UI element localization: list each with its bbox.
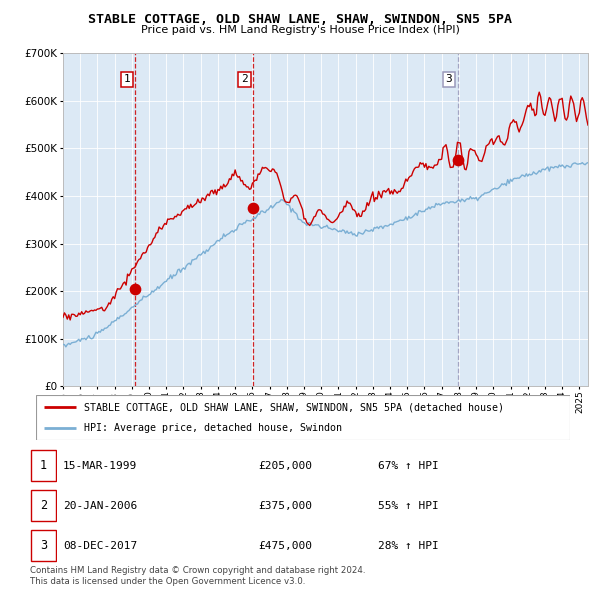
Text: STABLE COTTAGE, OLD SHAW LANE, SHAW, SWINDON, SN5 5PA (detached house): STABLE COTTAGE, OLD SHAW LANE, SHAW, SWI…	[84, 402, 504, 412]
Point	[453, 156, 463, 165]
Text: £205,000: £205,000	[258, 461, 312, 470]
Text: 3: 3	[446, 74, 452, 84]
Text: 3: 3	[40, 539, 47, 552]
Text: 1: 1	[124, 74, 130, 84]
Text: £375,000: £375,000	[258, 501, 312, 510]
Text: 15-MAR-1999: 15-MAR-1999	[63, 461, 137, 470]
Text: 55% ↑ HPI: 55% ↑ HPI	[378, 501, 439, 510]
Text: 20-JAN-2006: 20-JAN-2006	[63, 501, 137, 510]
Point	[131, 284, 140, 294]
Text: 2: 2	[40, 499, 47, 512]
Text: Contains HM Land Registry data © Crown copyright and database right 2024.: Contains HM Land Registry data © Crown c…	[30, 566, 365, 575]
Text: 28% ↑ HPI: 28% ↑ HPI	[378, 541, 439, 550]
Text: 67% ↑ HPI: 67% ↑ HPI	[378, 461, 439, 470]
Text: 2: 2	[241, 74, 248, 84]
Text: HPI: Average price, detached house, Swindon: HPI: Average price, detached house, Swin…	[84, 424, 342, 434]
Point	[248, 203, 258, 212]
Text: STABLE COTTAGE, OLD SHAW LANE, SHAW, SWINDON, SN5 5PA: STABLE COTTAGE, OLD SHAW LANE, SHAW, SWI…	[88, 13, 512, 26]
Text: Price paid vs. HM Land Registry's House Price Index (HPI): Price paid vs. HM Land Registry's House …	[140, 25, 460, 35]
Text: 1: 1	[40, 459, 47, 472]
Text: £475,000: £475,000	[258, 541, 312, 550]
Text: This data is licensed under the Open Government Licence v3.0.: This data is licensed under the Open Gov…	[30, 577, 305, 586]
Text: 08-DEC-2017: 08-DEC-2017	[63, 541, 137, 550]
